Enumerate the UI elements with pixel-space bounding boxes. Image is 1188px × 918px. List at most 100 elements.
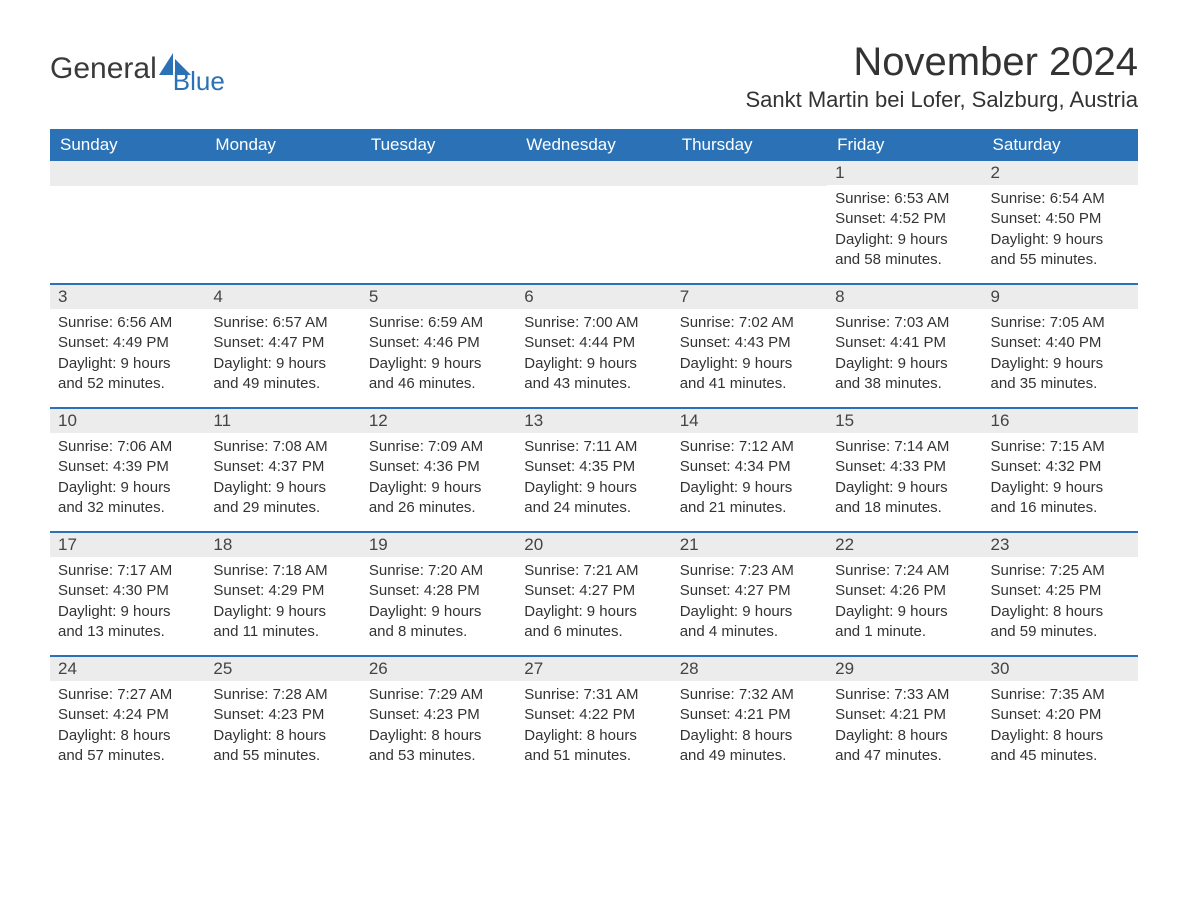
dow-cell: Thursday [672,129,827,161]
day-dl2: and 49 minutes. [680,746,819,766]
dow-cell: Tuesday [361,129,516,161]
day-dl1: Daylight: 8 hours [991,602,1130,622]
day-dl1: Daylight: 8 hours [213,726,352,746]
day-dl2: and 13 minutes. [58,622,197,642]
logo-text-b: Blue [173,66,225,97]
day-sunrise: Sunrise: 7:14 AM [835,437,974,457]
day-sunset: Sunset: 4:29 PM [213,581,352,601]
day-sunrise: Sunrise: 6:54 AM [991,189,1130,209]
day-cell: 19Sunrise: 7:20 AMSunset: 4:28 PMDayligh… [361,533,516,655]
day-body: Sunrise: 7:27 AMSunset: 4:24 PMDaylight:… [50,681,205,776]
location: Sankt Martin bei Lofer, Salzburg, Austri… [745,87,1138,113]
day-dl2: and 29 minutes. [213,498,352,518]
day-sunrise: Sunrise: 7:11 AM [524,437,663,457]
day-cell: 5Sunrise: 6:59 AMSunset: 4:46 PMDaylight… [361,285,516,407]
day-cell: 13Sunrise: 7:11 AMSunset: 4:35 PMDayligh… [516,409,671,531]
day-sunrise: Sunrise: 7:09 AM [369,437,508,457]
dow-cell: Friday [827,129,982,161]
month-title: November 2024 [745,40,1138,85]
week-row: 1Sunrise: 6:53 AMSunset: 4:52 PMDaylight… [50,161,1138,283]
day-number: 16 [983,409,1138,433]
day-number: 27 [516,657,671,681]
day-dl2: and 55 minutes. [991,250,1130,270]
day-dl1: Daylight: 8 hours [680,726,819,746]
day-body: Sunrise: 7:09 AMSunset: 4:36 PMDaylight:… [361,433,516,528]
day-sunrise: Sunrise: 6:53 AM [835,189,974,209]
dow-cell: Monday [205,129,360,161]
day-body: Sunrise: 6:54 AMSunset: 4:50 PMDaylight:… [983,185,1138,280]
day-sunrise: Sunrise: 7:31 AM [524,685,663,705]
day-number: 2 [983,161,1138,185]
day-dl2: and 32 minutes. [58,498,197,518]
dow-cell: Sunday [50,129,205,161]
day-cell: 18Sunrise: 7:18 AMSunset: 4:29 PMDayligh… [205,533,360,655]
calendar: SundayMondayTuesdayWednesdayThursdayFrid… [50,129,1138,779]
day-cell: 26Sunrise: 7:29 AMSunset: 4:23 PMDayligh… [361,657,516,779]
day-sunset: Sunset: 4:20 PM [991,705,1130,725]
day-cell: 12Sunrise: 7:09 AMSunset: 4:36 PMDayligh… [361,409,516,531]
day-cell [205,161,360,283]
day-number: 9 [983,285,1138,309]
day-sunset: Sunset: 4:27 PM [524,581,663,601]
day-sunset: Sunset: 4:47 PM [213,333,352,353]
day-dl1: Daylight: 9 hours [835,354,974,374]
day-dl2: and 1 minute. [835,622,974,642]
day-number: 5 [361,285,516,309]
day-dl1: Daylight: 9 hours [835,230,974,250]
day-dl1: Daylight: 9 hours [369,354,508,374]
day-number: 1 [827,161,982,185]
day-sunrise: Sunrise: 7:21 AM [524,561,663,581]
day-cell: 6Sunrise: 7:00 AMSunset: 4:44 PMDaylight… [516,285,671,407]
day-sunrise: Sunrise: 7:27 AM [58,685,197,705]
day-sunrise: Sunrise: 7:03 AM [835,313,974,333]
day-dl1: Daylight: 9 hours [680,602,819,622]
day-sunrise: Sunrise: 7:12 AM [680,437,819,457]
day-dl2: and 21 minutes. [680,498,819,518]
day-cell: 23Sunrise: 7:25 AMSunset: 4:25 PMDayligh… [983,533,1138,655]
logo-text-a: General [50,52,157,86]
day-dl1: Daylight: 8 hours [835,726,974,746]
day-cell: 8Sunrise: 7:03 AMSunset: 4:41 PMDaylight… [827,285,982,407]
day-number: 28 [672,657,827,681]
day-cell: 25Sunrise: 7:28 AMSunset: 4:23 PMDayligh… [205,657,360,779]
day-body: Sunrise: 7:20 AMSunset: 4:28 PMDaylight:… [361,557,516,652]
day-dl2: and 47 minutes. [835,746,974,766]
day-dl2: and 4 minutes. [680,622,819,642]
day-dl2: and 58 minutes. [835,250,974,270]
day-sunset: Sunset: 4:21 PM [835,705,974,725]
day-sunset: Sunset: 4:49 PM [58,333,197,353]
day-number: 13 [516,409,671,433]
day-body: Sunrise: 7:29 AMSunset: 4:23 PMDaylight:… [361,681,516,776]
day-cell: 9Sunrise: 7:05 AMSunset: 4:40 PMDaylight… [983,285,1138,407]
day-sunset: Sunset: 4:43 PM [680,333,819,353]
day-dl2: and 6 minutes. [524,622,663,642]
day-cell: 21Sunrise: 7:23 AMSunset: 4:27 PMDayligh… [672,533,827,655]
day-dl2: and 57 minutes. [58,746,197,766]
empty-day [205,161,360,186]
day-sunrise: Sunrise: 7:17 AM [58,561,197,581]
day-dl1: Daylight: 9 hours [58,478,197,498]
day-sunset: Sunset: 4:25 PM [991,581,1130,601]
day-dl2: and 26 minutes. [369,498,508,518]
day-cell: 16Sunrise: 7:15 AMSunset: 4:32 PMDayligh… [983,409,1138,531]
day-sunrise: Sunrise: 7:06 AM [58,437,197,457]
day-sunrise: Sunrise: 7:15 AM [991,437,1130,457]
day-sunset: Sunset: 4:30 PM [58,581,197,601]
day-body: Sunrise: 7:14 AMSunset: 4:33 PMDaylight:… [827,433,982,528]
day-dl1: Daylight: 9 hours [524,602,663,622]
day-number: 24 [50,657,205,681]
day-sunset: Sunset: 4:33 PM [835,457,974,477]
day-sunset: Sunset: 4:23 PM [213,705,352,725]
day-number: 11 [205,409,360,433]
day-dl1: Daylight: 9 hours [835,478,974,498]
day-dl1: Daylight: 9 hours [680,478,819,498]
day-dl2: and 18 minutes. [835,498,974,518]
day-body: Sunrise: 7:23 AMSunset: 4:27 PMDaylight:… [672,557,827,652]
day-number: 19 [361,533,516,557]
day-cell: 17Sunrise: 7:17 AMSunset: 4:30 PMDayligh… [50,533,205,655]
dow-cell: Wednesday [516,129,671,161]
weeks-container: 1Sunrise: 6:53 AMSunset: 4:52 PMDaylight… [50,161,1138,779]
day-cell: 14Sunrise: 7:12 AMSunset: 4:34 PMDayligh… [672,409,827,531]
day-body: Sunrise: 7:00 AMSunset: 4:44 PMDaylight:… [516,309,671,404]
day-body: Sunrise: 7:28 AMSunset: 4:23 PMDaylight:… [205,681,360,776]
